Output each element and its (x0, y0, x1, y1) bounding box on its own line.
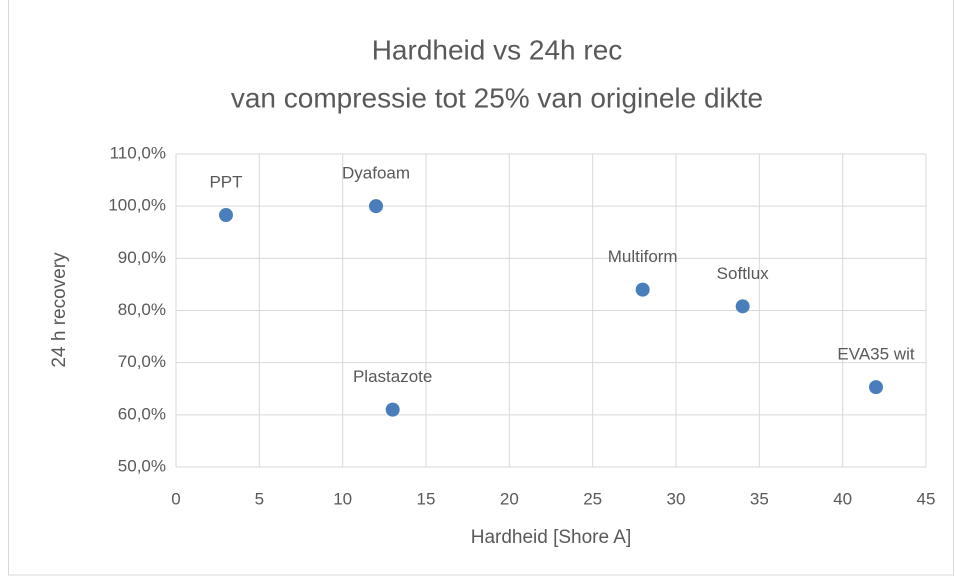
x-tick-label: 20 (500, 489, 519, 508)
point-label: Dyafoam (342, 164, 410, 183)
chart-title: Hardheid vs 24h rec (372, 34, 623, 65)
x-tick-label: 15 (417, 489, 436, 508)
point-label: EVA35 wit (837, 345, 914, 364)
x-tick-label: 10 (333, 489, 352, 508)
y-axis-label: 24 h recovery (49, 252, 70, 368)
y-tick-label: 90,0% (118, 248, 166, 267)
x-tick-label: 35 (750, 489, 769, 508)
chart-frame (8, 0, 954, 576)
x-tick-label: 30 (667, 489, 686, 508)
x-axis-label: Hardheid [Shore A] (471, 527, 632, 548)
y-tick-label: 70,0% (118, 352, 166, 371)
y-tick-label: 110,0% (110, 143, 166, 162)
chart-subtitle: van compressie tot 25% van originele dik… (231, 82, 763, 113)
point (369, 199, 383, 214)
point (385, 402, 400, 417)
x-tick-label: 5 (255, 489, 264, 508)
y-tick-label: 60,0% (118, 404, 166, 423)
y-tick-label: 100,0% (108, 196, 166, 215)
y-tick-label: 50,0% (118, 456, 166, 475)
x-tick-label: 45 (917, 489, 936, 508)
point-label: PPT (209, 173, 242, 192)
point (219, 208, 233, 223)
point-label: Plastazote (353, 367, 432, 386)
x-tick-label: 0 (171, 489, 180, 508)
point (735, 299, 750, 314)
point-label: Multiform (608, 247, 678, 266)
x-tick-label: 40 (833, 489, 852, 508)
point-label: Softlux (717, 264, 769, 283)
point (635, 282, 650, 297)
point (869, 380, 883, 395)
y-tick-label: 80,0% (118, 300, 166, 319)
x-tick-label: 25 (583, 489, 602, 508)
